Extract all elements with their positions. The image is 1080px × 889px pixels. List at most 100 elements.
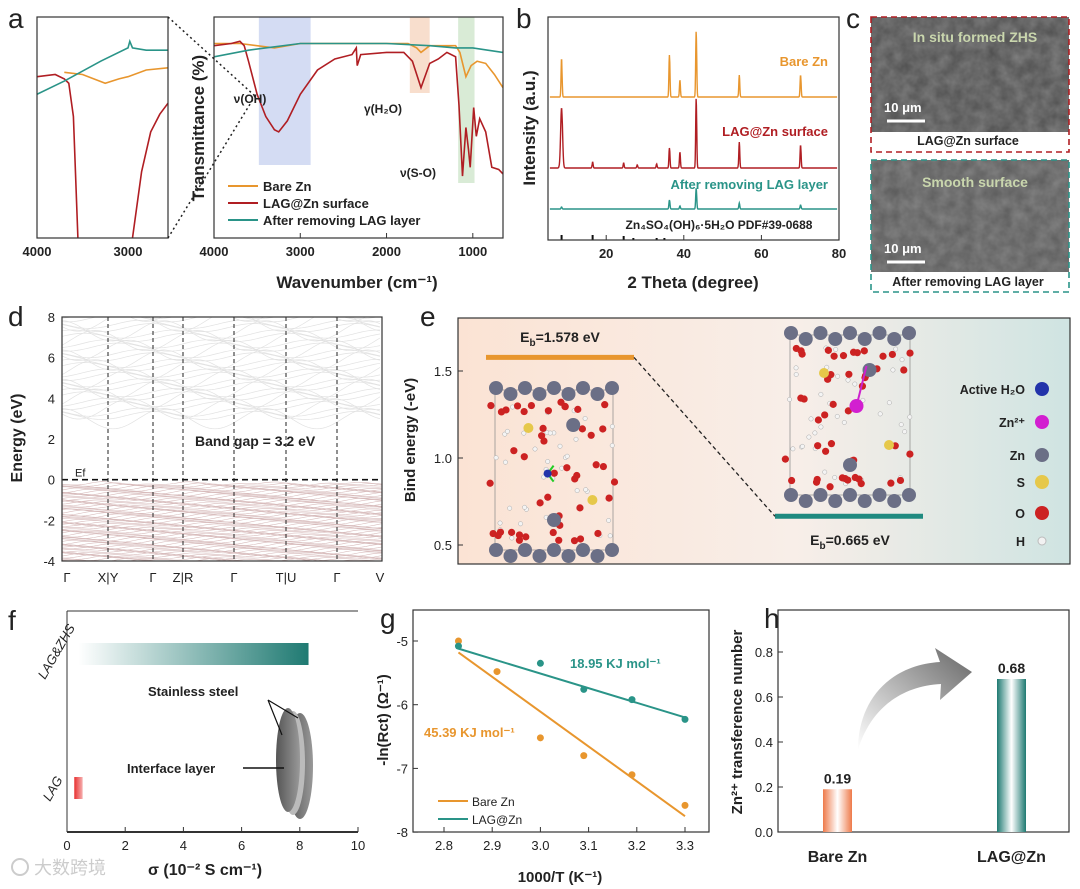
x-tick-label: 2.8 — [435, 838, 453, 853]
conduction-band — [62, 319, 381, 329]
o-atom — [888, 350, 896, 359]
inset-curves — [37, 38, 168, 238]
zn-atom — [532, 387, 547, 401]
o-atom — [887, 479, 895, 487]
valence-band — [62, 562, 382, 566]
o-atom — [486, 479, 494, 487]
h-atom — [808, 416, 814, 422]
zn-atom — [503, 549, 518, 563]
k-point-label: Γ — [149, 570, 156, 585]
legend-atom-icon — [1035, 475, 1049, 489]
y-axis-label: Intensity (a.u.) — [520, 70, 539, 185]
stainless-steel-disk-icon — [276, 708, 300, 812]
o-atom — [829, 400, 837, 408]
h-atom — [793, 372, 799, 377]
o-atom — [539, 424, 547, 433]
bar-lag-zn — [997, 679, 1026, 832]
h-atom — [790, 446, 796, 452]
o-atom — [594, 529, 602, 538]
x-tick-label: 20 — [599, 246, 613, 261]
zn2-ion — [849, 399, 864, 413]
x-tick-label: 80 — [832, 246, 846, 261]
data-point — [681, 715, 689, 723]
zn-atom — [561, 549, 576, 563]
x-tick-label: 3.1 — [580, 838, 598, 853]
o-atom — [821, 411, 829, 419]
valence-band — [62, 490, 382, 496]
h-atom — [522, 504, 528, 510]
legend-label: Active H₂O — [960, 383, 1026, 397]
zn-atom — [576, 381, 590, 395]
connector-line — [633, 356, 776, 517]
data-point — [580, 685, 588, 693]
y-tick-label: 0.5 — [434, 538, 452, 553]
zn-atom — [843, 488, 857, 502]
y-tick-label: 0.8 — [755, 645, 773, 660]
valence-band — [62, 513, 382, 518]
o-atom — [781, 455, 789, 463]
conduction-band — [62, 388, 380, 398]
legend-label: Zn²⁺ — [999, 416, 1025, 430]
active-water-atom — [543, 469, 552, 478]
o-atom — [527, 401, 536, 410]
sem-border — [870, 16, 1070, 153]
zn-atom — [605, 381, 619, 395]
annotation-label: Interface layer — [127, 761, 215, 776]
zn-atom — [857, 332, 872, 346]
valence-band — [62, 506, 382, 511]
valence-band — [62, 554, 382, 560]
h-atom — [583, 487, 589, 493]
h-atom — [521, 430, 527, 436]
panel-label-g: g — [380, 603, 396, 634]
o-atom — [814, 416, 822, 424]
o-atom — [601, 401, 609, 409]
conduction-band — [62, 329, 380, 339]
h-atom — [852, 381, 858, 387]
valence-band — [62, 489, 382, 495]
zn-atom — [887, 332, 902, 346]
s-atom — [523, 423, 534, 433]
h-atom — [818, 391, 824, 397]
o-atom — [845, 370, 853, 378]
o-atom — [822, 447, 830, 455]
x-tick-label: 3.2 — [628, 838, 646, 853]
zn-atom — [784, 488, 798, 502]
panel-label-b: b — [516, 3, 532, 34]
zn-atom — [503, 387, 518, 401]
o-atom — [520, 453, 528, 461]
series-after-removing-lag-layer — [214, 42, 503, 58]
panel-label-e: e — [420, 301, 436, 332]
panel-label-d: d — [8, 301, 24, 332]
h-atom — [504, 428, 510, 434]
h-atom — [793, 365, 799, 371]
o-atom — [574, 405, 582, 413]
data-point — [454, 642, 462, 650]
y-tick-label: 1.5 — [434, 364, 452, 379]
conduction-band — [62, 378, 381, 388]
h-atom — [609, 443, 615, 448]
h-atom — [806, 434, 812, 440]
o-atom — [487, 401, 495, 410]
data-point — [536, 659, 544, 667]
band-1 — [409, 17, 430, 93]
o-atom — [544, 407, 553, 415]
zn-atom — [532, 549, 547, 563]
series-lag-zn-surface — [214, 40, 503, 177]
zn-atom — [518, 543, 532, 557]
x-tick-label: 3000 — [286, 244, 315, 259]
y-tick-label: -4 — [43, 554, 55, 569]
h-atom — [835, 373, 841, 379]
y-axis-label: Transmittance (%) — [189, 55, 208, 201]
h-atom — [907, 414, 913, 420]
valence-band — [62, 557, 382, 561]
x-tick-label: 2.9 — [483, 838, 501, 853]
zn-atom — [547, 381, 561, 395]
valence-band — [62, 537, 382, 543]
zn-atom — [813, 326, 828, 340]
inset-plot-frame — [36, 16, 169, 239]
k-point-label: Γ — [230, 570, 237, 585]
x-axis-label: 1000/T (K⁻¹) — [518, 869, 603, 886]
valence-band — [62, 527, 382, 533]
legend-label: H — [1016, 535, 1025, 549]
